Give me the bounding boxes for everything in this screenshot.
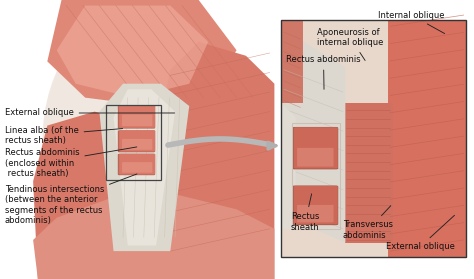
Text: Rectus
sheath: Rectus sheath — [291, 194, 319, 232]
Text: External oblique: External oblique — [385, 215, 455, 251]
FancyBboxPatch shape — [122, 114, 152, 126]
Polygon shape — [388, 20, 465, 257]
Text: Aponeurosis of
internal oblique: Aponeurosis of internal oblique — [317, 28, 383, 61]
Bar — [282, 20, 466, 257]
Text: Internal oblique: Internal oblique — [378, 11, 445, 33]
FancyBboxPatch shape — [122, 139, 152, 150]
Polygon shape — [33, 112, 170, 279]
Text: Linea alba (of the
rectus sheath): Linea alba (of the rectus sheath) — [5, 126, 123, 145]
FancyBboxPatch shape — [119, 130, 155, 151]
FancyBboxPatch shape — [294, 186, 338, 224]
Polygon shape — [282, 103, 296, 229]
Polygon shape — [57, 6, 208, 98]
FancyBboxPatch shape — [122, 162, 152, 173]
FancyBboxPatch shape — [292, 186, 338, 225]
Bar — [0, 0, 274, 279]
Polygon shape — [100, 84, 189, 251]
Polygon shape — [47, 0, 237, 106]
Polygon shape — [346, 103, 392, 243]
Ellipse shape — [43, 7, 241, 272]
FancyBboxPatch shape — [294, 127, 338, 169]
Text: Rectus abdominis
(enclosed within
 rectus sheath): Rectus abdominis (enclosed within rectus… — [5, 147, 137, 178]
FancyBboxPatch shape — [119, 105, 155, 128]
Bar — [282, 20, 466, 257]
FancyBboxPatch shape — [119, 154, 155, 174]
Bar — [107, 105, 161, 180]
Polygon shape — [114, 89, 175, 246]
FancyBboxPatch shape — [118, 105, 155, 129]
FancyBboxPatch shape — [297, 148, 334, 167]
Bar — [292, 123, 340, 229]
Text: Transversus
abdominis: Transversus abdominis — [343, 206, 393, 240]
Text: Rectus abdominis: Rectus abdominis — [286, 56, 361, 89]
Text: Tendinous intersections
(between the anterior
segments of the rectus
abdominis): Tendinous intersections (between the ant… — [5, 174, 137, 225]
Text: External oblique: External oblique — [5, 109, 174, 117]
Polygon shape — [33, 195, 274, 279]
Polygon shape — [282, 20, 303, 103]
FancyBboxPatch shape — [292, 127, 338, 169]
Polygon shape — [282, 28, 346, 243]
FancyBboxPatch shape — [118, 130, 155, 152]
FancyBboxPatch shape — [118, 154, 155, 175]
FancyBboxPatch shape — [297, 205, 334, 222]
Polygon shape — [151, 42, 274, 279]
